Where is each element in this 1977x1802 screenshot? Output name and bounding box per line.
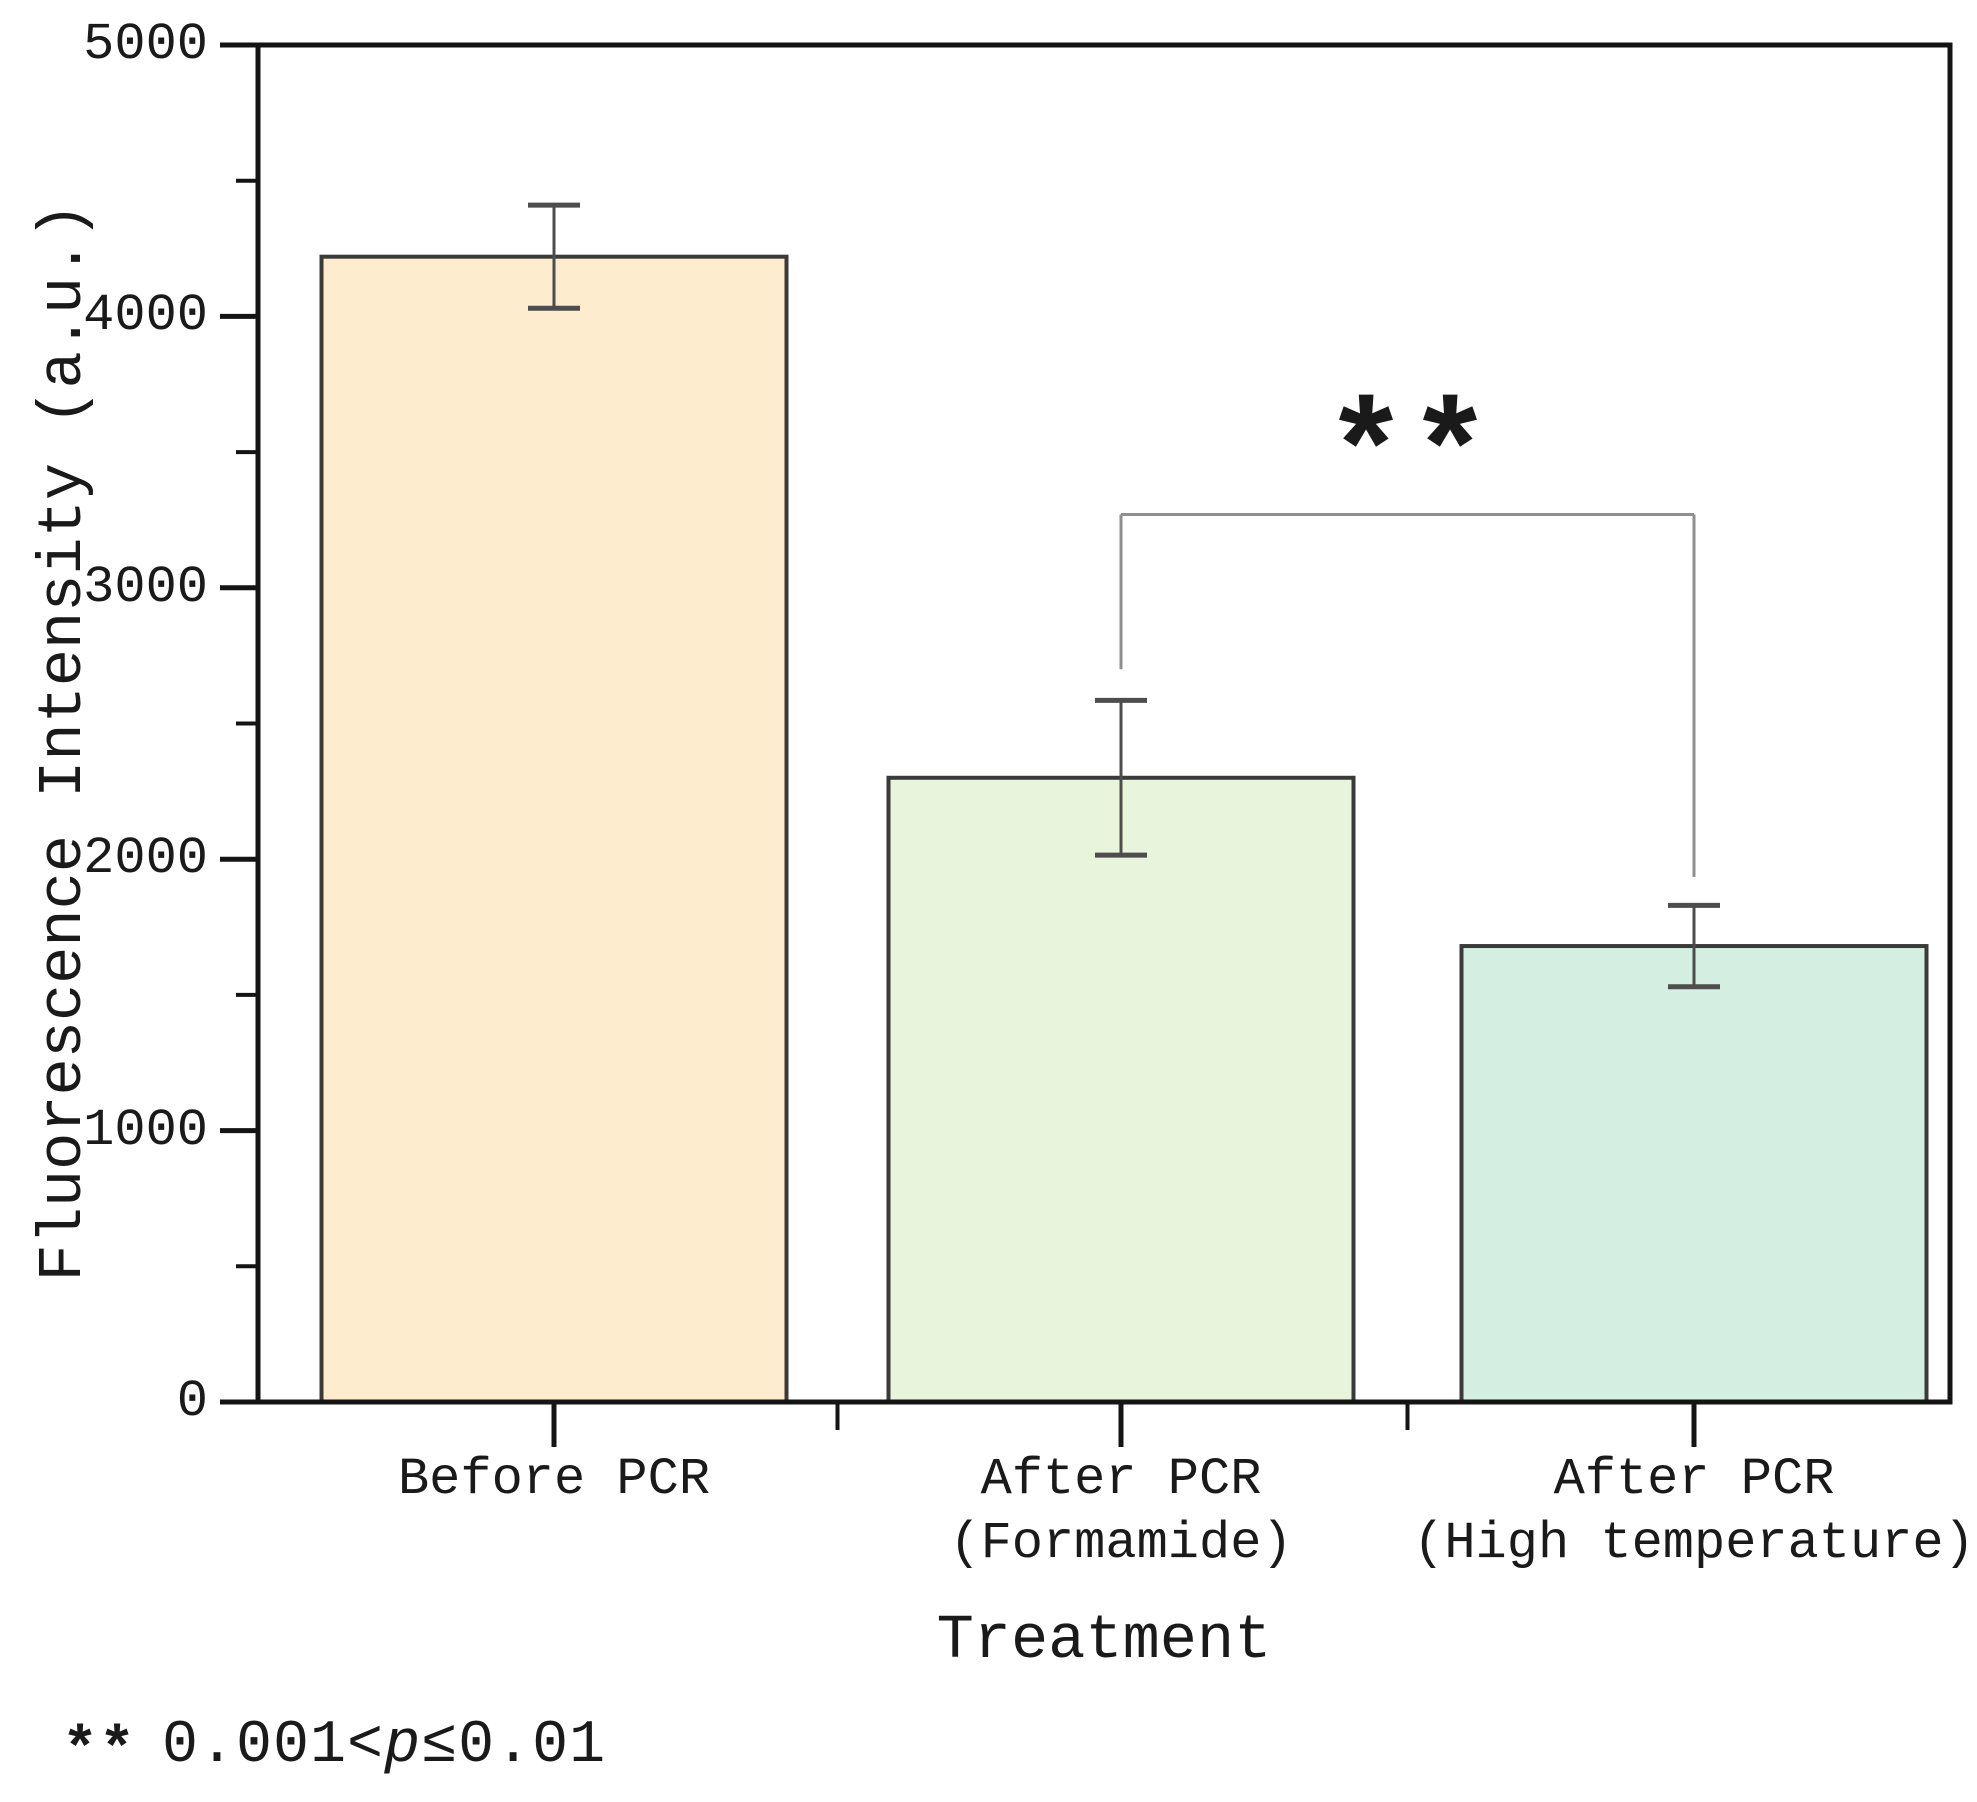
x-axis-title: Treatment (936, 1605, 1272, 1676)
bar-2 (1459, 944, 1929, 1404)
bar-0 (319, 254, 789, 1404)
x-tick-label-before-pcr: Before PCR (144, 1448, 964, 1512)
footnote-pre: 0.001< (162, 1712, 385, 1780)
footnote-p-variable: p (384, 1712, 422, 1780)
y-axis-title: Fluorescence Intensity (a.u.) (28, 202, 99, 1282)
x-tick-label-after-pcr-formamide: After PCR (Formamide) (711, 1448, 1531, 1576)
footnote-post: ≤0.01 (421, 1712, 607, 1780)
footnote-text: 0.001<p≤0.01 (162, 1712, 606, 1780)
x-tick-line: (High temperature) (1413, 1514, 1975, 1573)
footnote-marker: ** (62, 1718, 137, 1786)
x-tick-line: After PCR (980, 1450, 1262, 1509)
x-tick-line: (Formamide) (949, 1514, 1293, 1573)
x-tick-line: Before PCR (397, 1450, 711, 1509)
x-tick-line: After PCR (1553, 1450, 1835, 1509)
x-tick-label-after-pcr-high-temperature: After PCR (High temperature) (1284, 1448, 1977, 1576)
footnote: ** 0.001<p≤0.01 (62, 1710, 606, 1786)
significance-label: ** (1323, 380, 1493, 539)
bar-1 (886, 775, 1356, 1404)
